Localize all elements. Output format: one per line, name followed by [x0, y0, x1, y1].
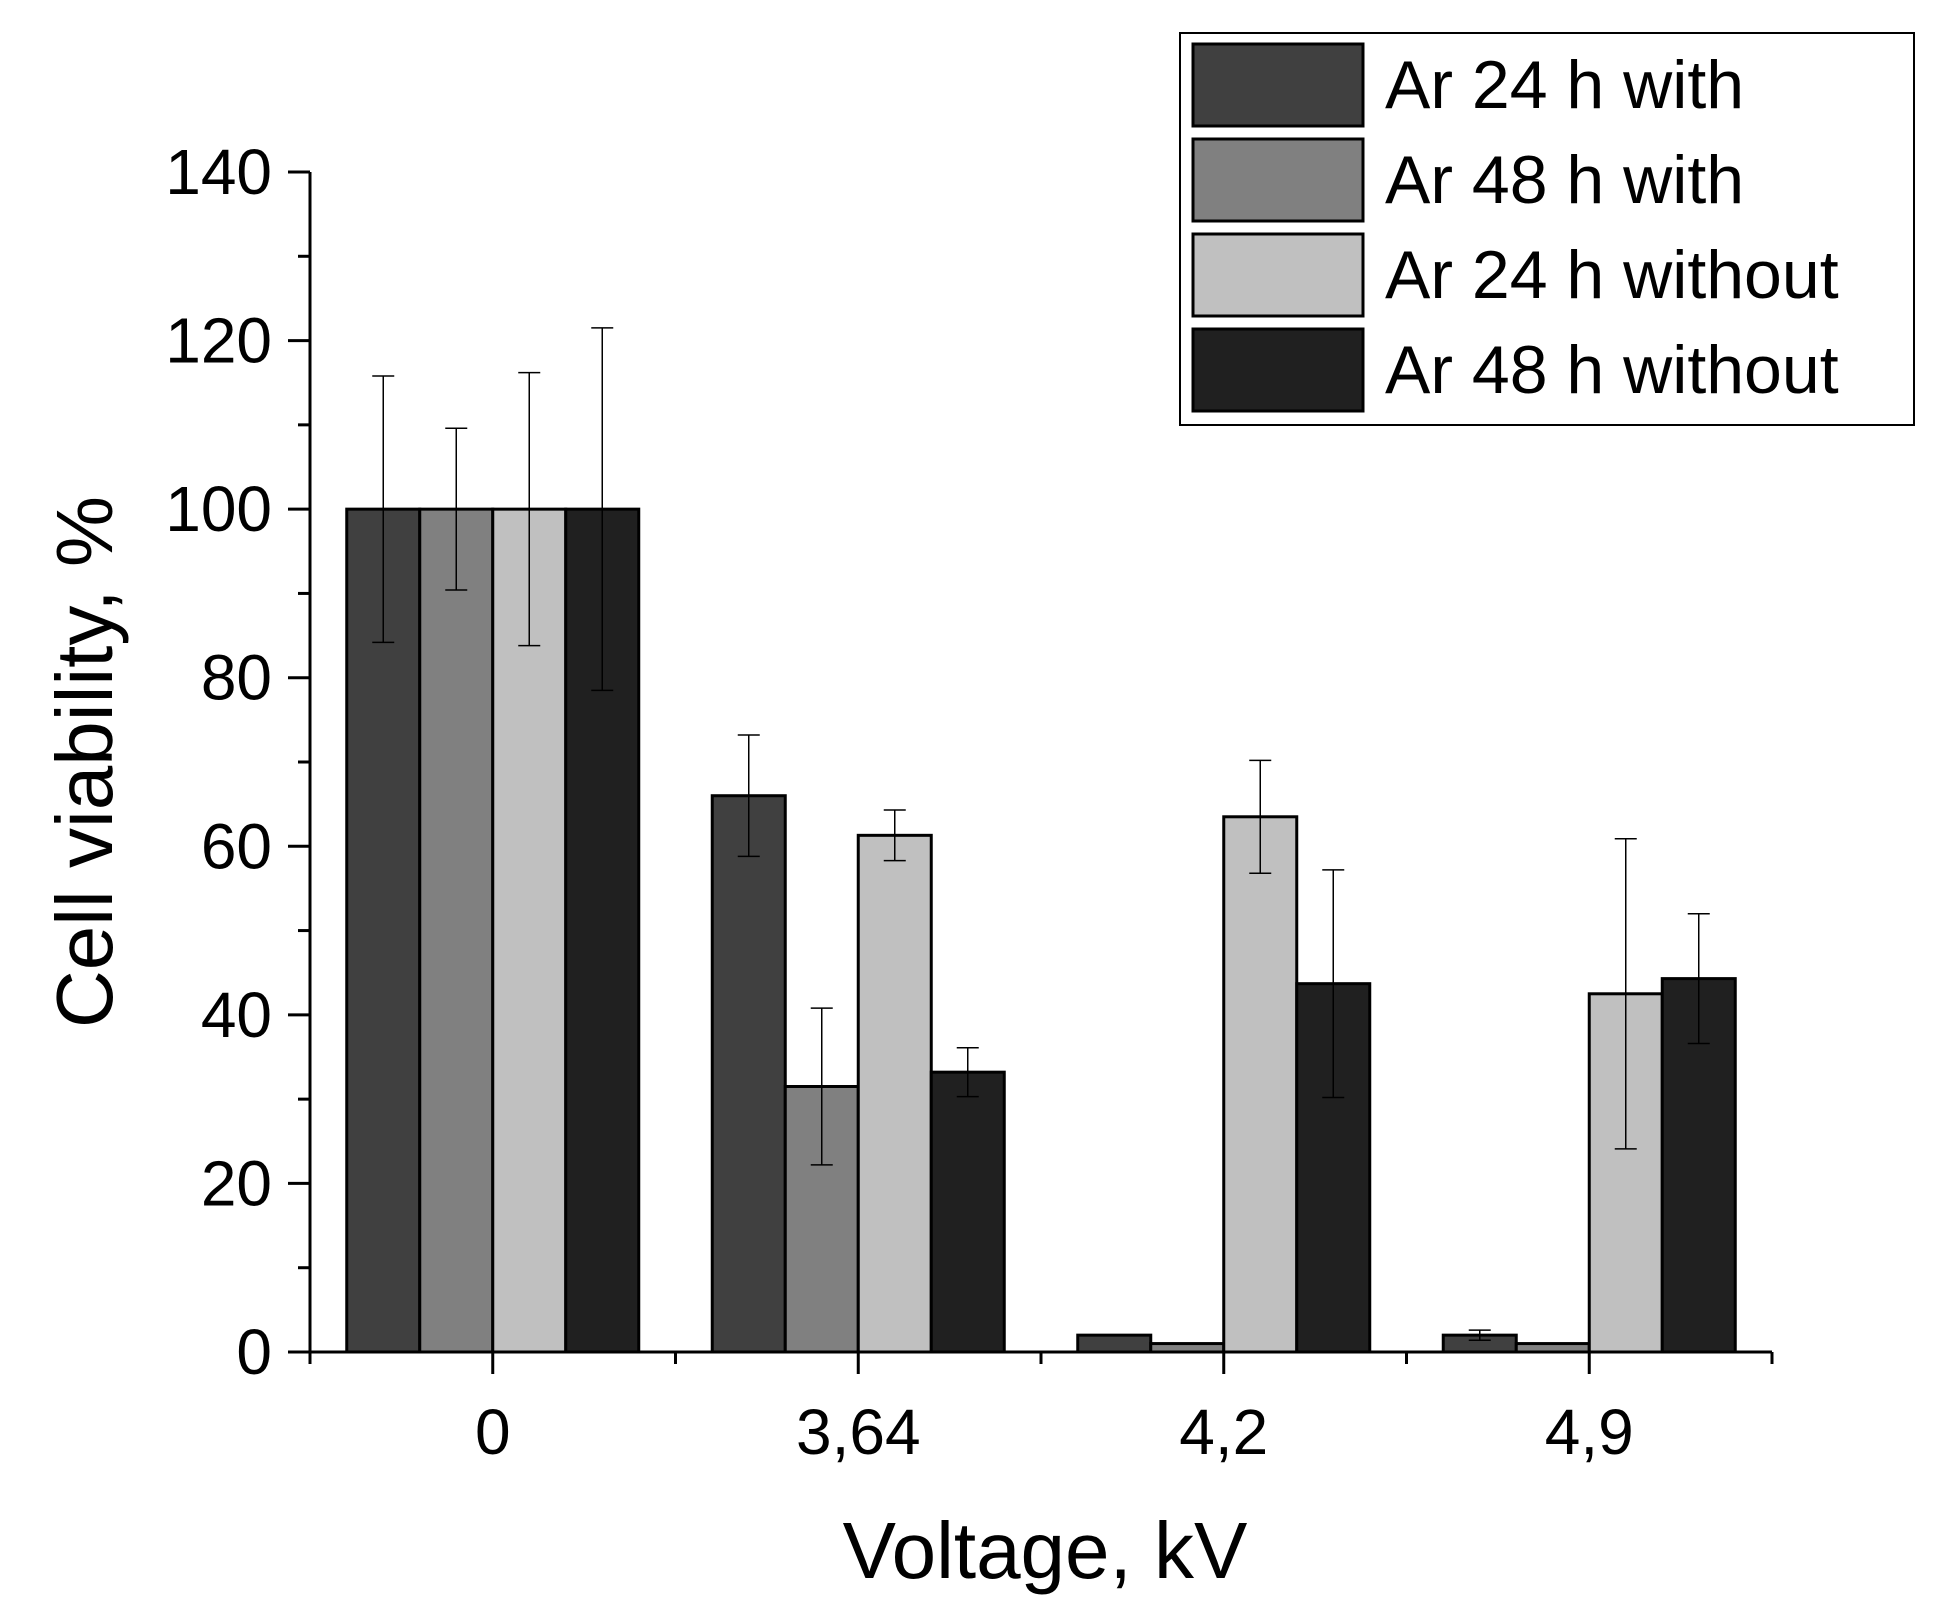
- legend-label: Ar 24 h with: [1385, 47, 1744, 123]
- bar: [345, 507, 422, 1354]
- legend-items: Ar 24 h with Ar 48 h with Ar 24 h without A…: [1191, 42, 1839, 413]
- x-ticks: 0 3,64 4,2 4,9: [308, 1352, 1774, 1468]
- bar: [856, 833, 933, 1354]
- y-tick-label: 140: [165, 136, 272, 208]
- x-tick-label: 3,64: [796, 1396, 921, 1468]
- legend-label: Ar 24 h without: [1385, 237, 1839, 313]
- y-tick-label: 0: [236, 1316, 272, 1388]
- x-tick-label: 4,9: [1545, 1396, 1634, 1468]
- bar: [491, 507, 568, 1354]
- y-tick-label: 40: [201, 979, 272, 1051]
- legend-label: Ar 48 h with: [1385, 142, 1744, 218]
- legend-label: Ar 48 h without: [1385, 332, 1839, 408]
- legend-swatch: [1191, 137, 1365, 223]
- x-tick-label: 0: [475, 1396, 511, 1468]
- bar: [1076, 1333, 1153, 1354]
- bar: [929, 1070, 1006, 1354]
- legend-swatch: [1191, 232, 1365, 318]
- x-tick-label: 4,2: [1179, 1396, 1268, 1468]
- bars-layer: [345, 507, 1737, 1354]
- legend-swatch: [1191, 327, 1365, 413]
- y-axis-title: Cell viability, %: [40, 496, 129, 1028]
- legend: Ar 24 h with Ar 48 h with Ar 24 h without A…: [1179, 32, 1915, 426]
- bar: [418, 507, 495, 1354]
- y-tick-label: 100: [165, 473, 272, 545]
- y-tick-label: 60: [201, 810, 272, 882]
- y-tick-label: 120: [165, 305, 272, 377]
- bar: [710, 794, 787, 1354]
- y-tick-label: 20: [201, 1147, 272, 1219]
- bar: [1222, 815, 1299, 1354]
- y-ticks: 0 20 40 60 80 100 120 140: [165, 136, 310, 1388]
- legend-swatch: [1191, 42, 1365, 128]
- y-tick-label: 80: [201, 642, 272, 714]
- errorbars-layer: [372, 327, 1710, 1341]
- x-axis-title: Voltage, kV: [843, 1506, 1248, 1595]
